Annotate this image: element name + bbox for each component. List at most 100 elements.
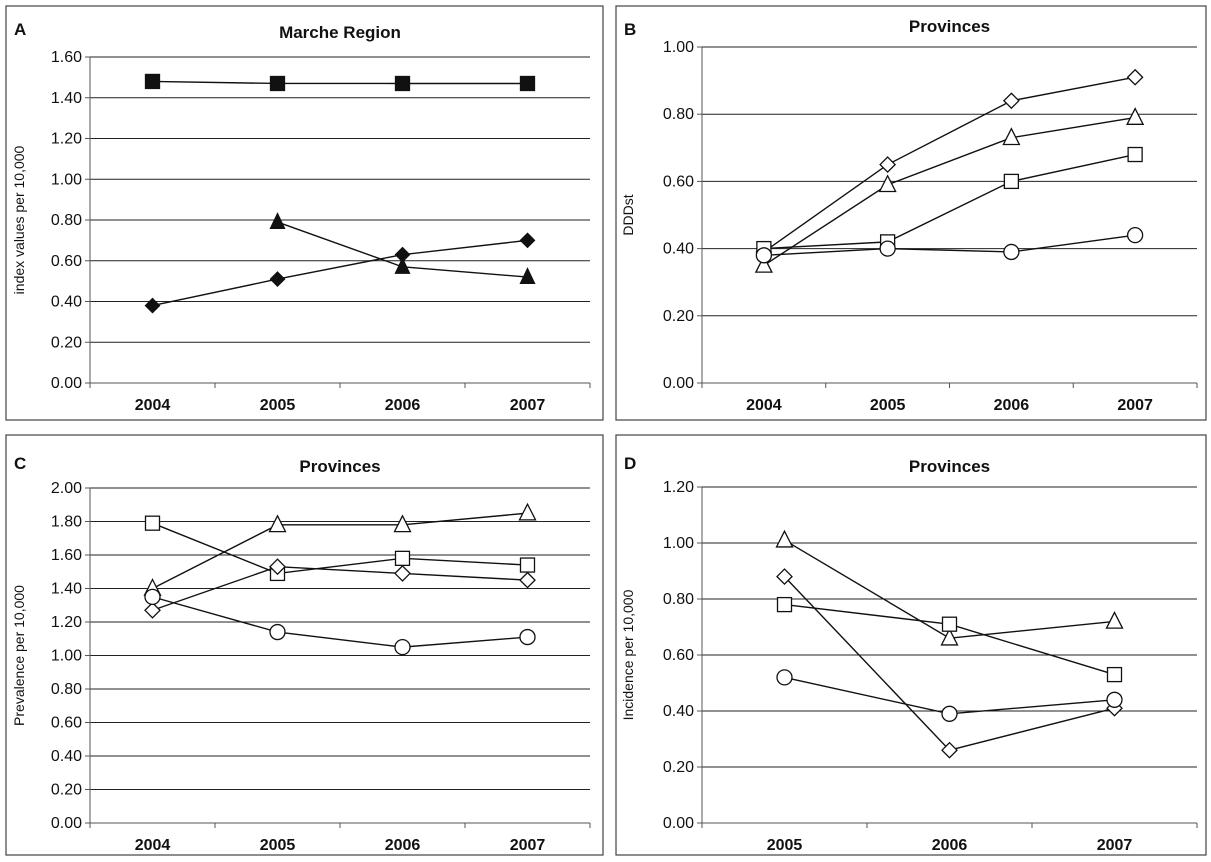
x-tick-label: 2005 <box>260 837 296 854</box>
data-point-square <box>776 596 793 613</box>
series-line <box>763 116 1136 266</box>
data-point-diamond <box>144 601 161 619</box>
y-tick-label: 2.00 <box>51 480 82 497</box>
y-tick-label: 1.40 <box>51 581 82 598</box>
y-tick-label: 0.60 <box>51 253 82 270</box>
y-tick-label: 0.20 <box>51 334 82 351</box>
x-tick-label: 2007 <box>510 837 546 854</box>
series-line <box>763 234 1136 257</box>
x-tick-label: 2006 <box>932 837 968 854</box>
data-point-diamond <box>1126 68 1144 86</box>
series-diamond-open <box>144 558 536 619</box>
data-point-circle <box>1106 691 1123 708</box>
x-tick-label: 2004 <box>135 837 171 854</box>
x-tick-label: 2007 <box>1117 397 1153 414</box>
y-tick-label: 0.00 <box>51 375 82 392</box>
data-point-circle <box>519 628 536 646</box>
series-diamond-filled <box>144 232 536 314</box>
series-circle-open <box>144 588 536 656</box>
data-point-circle <box>144 588 161 606</box>
data-point-circle <box>394 638 411 656</box>
y-tick-label: 0.40 <box>51 748 82 765</box>
panel-letter: B <box>624 20 636 39</box>
series-triangle-open <box>754 107 1145 273</box>
data-point-diamond <box>394 565 411 582</box>
y-tick-label: 1.00 <box>663 535 694 552</box>
y-tick-label: 1.40 <box>51 90 82 107</box>
data-point-triangle <box>775 529 794 548</box>
x-tick-label: 2004 <box>135 397 171 414</box>
data-point-circle <box>941 705 958 722</box>
x-tick-label: 2004 <box>746 397 782 414</box>
y-tick-label: 1.20 <box>51 614 82 631</box>
x-tick-label: 2005 <box>870 397 906 414</box>
chart-title: Provinces <box>909 17 990 36</box>
y-tick-label: 0.00 <box>663 375 694 392</box>
y-tick-label: 1.00 <box>663 39 694 56</box>
data-point-diamond <box>519 571 536 589</box>
y-tick-label: 0.20 <box>51 782 82 799</box>
series-square-filled <box>144 73 536 92</box>
data-point-diamond <box>1002 92 1020 110</box>
data-point-triangle <box>1002 127 1021 146</box>
series-line <box>152 522 528 575</box>
y-axis-label: Prevalence per 10,000 <box>11 585 27 726</box>
data-point-circle <box>879 240 896 257</box>
y-tick-label: 0.60 <box>663 647 694 664</box>
y-tick-label: 0.00 <box>51 815 82 832</box>
x-tick-label: 2006 <box>385 837 421 854</box>
series-circle-open <box>776 669 1123 722</box>
data-point-triangle <box>1105 610 1124 629</box>
data-point-triangle <box>878 174 897 193</box>
data-point-square <box>941 616 958 632</box>
y-tick-label: 0.00 <box>663 815 694 832</box>
panel-letter: C <box>14 454 26 473</box>
series-line <box>152 239 528 307</box>
panel-a: 0.00 0.20 0.40 0.60 0.80 1.00 1.20 1.40 1.60 2004… <box>5 5 604 421</box>
y-tick-label: 0.20 <box>663 759 694 776</box>
data-point-square <box>394 75 411 92</box>
data-point-diamond <box>519 232 536 249</box>
x-tick-label: 2007 <box>510 397 546 414</box>
data-point-square <box>1003 173 1020 190</box>
chart-title: Provinces <box>909 457 990 476</box>
data-point-square <box>519 557 536 573</box>
panel-border <box>615 434 1207 856</box>
panel-c: 0.00 0.20 0.40 0.60 0.80 1.00 1.20 1.40 1.60 1.80… <box>5 434 604 856</box>
y-tick-label: 0.60 <box>51 715 82 732</box>
data-point-circle <box>1126 227 1144 244</box>
y-tick-label: 1.00 <box>51 648 82 665</box>
x-tick-label: 2007 <box>1097 837 1133 854</box>
data-point-square <box>519 75 536 92</box>
series-triangle-filled <box>269 212 536 285</box>
panel-border <box>5 434 604 856</box>
chart-title: Marche Region <box>279 23 401 42</box>
data-point-circle <box>776 669 793 686</box>
y-axis-label: index values per 10,000 <box>11 145 27 294</box>
data-point-triangle <box>1126 107 1145 125</box>
chart-title: Provinces <box>299 457 380 476</box>
data-point-circle <box>1003 243 1020 261</box>
y-tick-label: 1.20 <box>51 131 82 148</box>
y-axis-label: DDDst <box>620 194 636 235</box>
data-point-triangle <box>940 627 959 646</box>
data-point-diamond <box>941 741 958 759</box>
data-point-triangle <box>754 254 773 273</box>
data-point-diamond <box>394 246 411 263</box>
series-line <box>152 596 528 648</box>
y-tick-label: 0.80 <box>663 106 694 123</box>
panel-letter: A <box>14 20 26 39</box>
data-point-diamond <box>776 568 793 586</box>
y-tick-label: 0.80 <box>663 591 694 608</box>
x-tick-label: 2006 <box>385 397 421 414</box>
panel-letter: D <box>624 454 636 473</box>
y-axis-label: Incidence per 10,000 <box>620 589 636 720</box>
data-point-diamond <box>269 558 286 576</box>
series-circle-open <box>755 227 1144 264</box>
y-tick-label: 0.60 <box>663 173 694 190</box>
y-tick-label: 0.40 <box>663 241 694 258</box>
data-point-triangle <box>519 267 536 285</box>
data-point-square <box>1106 666 1123 683</box>
y-tick-label: 0.80 <box>51 212 82 229</box>
